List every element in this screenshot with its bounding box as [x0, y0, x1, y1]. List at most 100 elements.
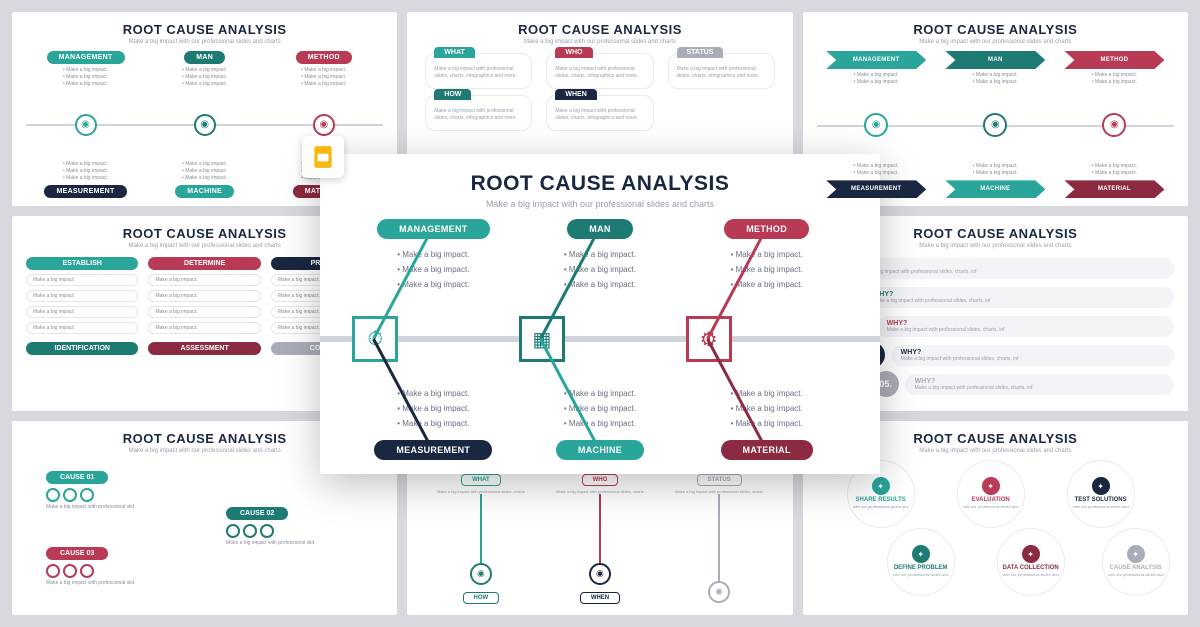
s4-item: Make a big impact. — [148, 306, 260, 318]
featured-slide: ROOT CAUSE ANALYSIS Make a big impact wi… — [320, 154, 880, 474]
f-top-label: MAN — [567, 219, 632, 239]
s4-item: Make a big impact. — [26, 306, 138, 318]
chevron: MACHINE — [945, 180, 1045, 198]
hex-icon: ✦ — [1022, 545, 1040, 563]
cause-group: CAUSE 02Make a big impact with professio… — [226, 502, 314, 547]
featured-subtitle: Make a big impact with our professional … — [350, 199, 850, 209]
s1-icon: ◉ — [194, 114, 216, 136]
cause-group: CAUSE 03Make a big impact with professio… — [46, 542, 134, 587]
s1-label: METHOD — [296, 51, 352, 64]
hex-label: CAUSE ANALYSIS — [1110, 565, 1162, 572]
title: ROOT CAUSE ANALYSIS — [26, 22, 383, 37]
s2-tab: WHO — [555, 47, 592, 58]
s4-item: Make a big impact. — [26, 274, 138, 286]
featured-col: MANAGEMENT Make a big impact.Make a big … — [358, 219, 508, 460]
hex-node: ✦DATA COLLECTIONwith our professional sl… — [997, 528, 1065, 596]
featured-col: METHOD Make a big impact.Make a big impa… — [692, 219, 842, 460]
s1-label: MANAGEMENT — [47, 51, 125, 64]
why-label: WHY? — [859, 262, 1164, 269]
s1-label: MAN — [184, 51, 225, 64]
hex-node: ✦TEST SOLUTIONSwith our professional sli… — [1067, 460, 1135, 528]
s8-bot-icon: ◉ — [708, 581, 730, 603]
hex-label: DATA COLLECTION — [1003, 565, 1059, 572]
hex-icon: ✦ — [1127, 545, 1145, 563]
s4-item: Make a big impact. — [26, 290, 138, 302]
chevron: METHOD — [1064, 51, 1164, 69]
s1-top-col: MAN• Make a big impact.• Make a big impa… — [151, 51, 258, 88]
s3-icon: ◉ — [864, 113, 888, 137]
s2-box: HOWMake a big impact with professional s… — [425, 95, 532, 131]
s3-icon: ◉ — [1102, 113, 1126, 137]
s1-bot-col: • Make a big impact.• Make a big impact.… — [32, 161, 139, 198]
chevron: MAN — [945, 51, 1045, 69]
s4-item: Make a big impact. — [148, 274, 260, 286]
featured-col: MAN Make a big impact.Make a big impact.… — [525, 219, 675, 460]
f-bullets: Make a big impact.Make a big impact.Make… — [564, 386, 636, 432]
s4-head: DETERMINE — [148, 257, 260, 270]
hex-label: TEST SOLUTIONS — [1075, 497, 1127, 504]
s8-bot-icon: ◉ — [470, 563, 492, 585]
s4-head: ESTABLISH — [26, 257, 138, 270]
f-bot-label: MACHINE — [556, 440, 644, 460]
s2-box: WHATMake a big impact with professional … — [425, 53, 532, 89]
hex-icon: ✦ — [872, 477, 890, 495]
chevron: MEASUREMENT — [826, 180, 926, 198]
s2-box: WHENMake a big impact with professional … — [546, 95, 653, 131]
s2-tab: WHEN — [555, 89, 596, 100]
s8-label: STATUS — [697, 474, 742, 486]
chevron: MANAGEMENT — [826, 51, 926, 69]
f-top-label: MANAGEMENT — [377, 219, 490, 239]
featured-title: ROOT CAUSE ANALYSIS — [350, 172, 850, 196]
s8-bot-icon: ◉ — [589, 563, 611, 585]
s1-bot-col: • Make a big impact.• Make a big impact.… — [151, 161, 258, 198]
s2-box: STATUSMake a big impact with professiona… — [668, 53, 775, 89]
hex-node: ✦CAUSE ANALYSISwith our professional sli… — [1102, 528, 1170, 596]
why-row: 03.WHY?Make a big impact with profession… — [845, 313, 1174, 339]
f-bot-label: MEASUREMENT — [374, 440, 492, 460]
title: ROOT CAUSE ANALYSIS — [817, 22, 1174, 37]
s1-label: MEASUREMENT — [44, 185, 126, 198]
thumb-fishbone-chevron: ROOT CAUSE ANALYSIS Make a big impact wi… — [803, 12, 1188, 206]
s2-tab: STATUS — [677, 47, 724, 58]
s4-col: DETERMINE Make a big impact. Make a big im… — [148, 257, 260, 402]
hex-label: EVALUATION — [972, 497, 1010, 504]
why-label: WHY? — [873, 291, 1164, 298]
s1-label: MACHINE — [175, 185, 234, 198]
subtitle: Make a big impact with our professional … — [421, 39, 778, 45]
google-slides-icon — [302, 136, 344, 178]
f-bot-label: MATERIAL — [721, 440, 813, 460]
s1-top-col: METHOD• Make a big impact.• Make a big i… — [270, 51, 377, 88]
chevron: MATERIAL — [1064, 180, 1164, 198]
hex-icon: ✦ — [1092, 477, 1110, 495]
hex-label: DEFINE PROBLEM — [894, 565, 948, 572]
title: ROOT CAUSE ANALYSIS — [421, 22, 778, 37]
why-label: WHY? — [915, 378, 1164, 385]
s1-icon: ◉ — [75, 114, 97, 136]
hex-icon: ✦ — [982, 477, 1000, 495]
s1-icon: ◉ — [313, 114, 335, 136]
s2-tab: HOW — [434, 89, 471, 100]
cause-label: CAUSE 02 — [226, 507, 288, 520]
s3-icon: ◉ — [983, 113, 1007, 137]
s4-item: Make a big impact. — [148, 290, 260, 302]
hex-label: SHARE RESULTS — [856, 497, 906, 504]
why-label: WHY? — [887, 320, 1164, 327]
why-row: 02.WHY?Make a big impact with profession… — [831, 284, 1174, 310]
s8-label: HOW — [463, 592, 500, 604]
cause-group: CAUSE 01Make a big impact with professio… — [46, 466, 134, 511]
s8-label: WHO — [582, 474, 619, 486]
s4-foot: ASSESSMENT — [148, 342, 260, 355]
hex-icon: ✦ — [912, 545, 930, 563]
cause-label: CAUSE 01 — [46, 471, 108, 484]
s2-tab: WHAT — [434, 47, 474, 58]
s4-foot: IDENTIFICATION — [26, 342, 138, 355]
s4-col: ESTABLISH Make a big impact. Make a big im… — [26, 257, 138, 402]
hex-node: ✦DEFINE PROBLEMwith our professional sli… — [887, 528, 955, 596]
subtitle: Make a big impact with our professional … — [817, 39, 1174, 45]
hex-node: ✦EVALUATIONwith our professional slides … — [957, 460, 1025, 528]
f-top-label: METHOD — [724, 219, 809, 239]
s8-label: WHAT — [461, 474, 501, 486]
why-row: 05.WHY?Make a big impact with profession… — [873, 371, 1174, 397]
s8-label: WHEN — [580, 592, 620, 604]
s1-top-col: MANAGEMENT• Make a big impact.• Make a b… — [32, 51, 139, 88]
